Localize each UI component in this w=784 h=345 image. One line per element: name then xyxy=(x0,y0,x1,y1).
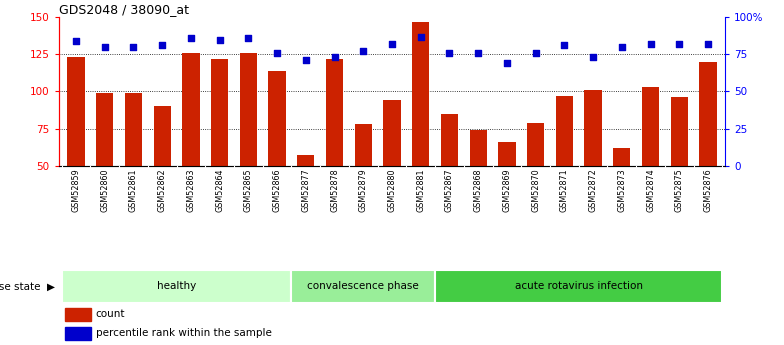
Text: GSM52869: GSM52869 xyxy=(503,169,511,212)
Bar xyxy=(435,270,722,303)
Bar xyxy=(240,53,257,240)
Point xyxy=(185,35,198,41)
Bar xyxy=(383,100,401,240)
Point xyxy=(443,50,456,56)
Bar xyxy=(441,114,458,240)
Text: GSM52870: GSM52870 xyxy=(531,169,540,212)
Point xyxy=(501,60,514,66)
Bar xyxy=(183,53,200,240)
Text: GSM52860: GSM52860 xyxy=(100,169,109,212)
Bar xyxy=(613,148,630,240)
Text: GSM52879: GSM52879 xyxy=(359,169,368,213)
Point xyxy=(644,41,657,47)
Text: GSM52867: GSM52867 xyxy=(445,169,454,212)
Text: GSM52880: GSM52880 xyxy=(387,169,397,212)
Bar xyxy=(67,57,85,240)
Bar xyxy=(642,87,659,240)
Point xyxy=(558,43,571,48)
Text: GSM52865: GSM52865 xyxy=(244,169,253,212)
Text: GSM52871: GSM52871 xyxy=(560,169,569,212)
Point xyxy=(270,50,283,56)
Bar xyxy=(354,124,372,240)
Point xyxy=(615,44,628,50)
Point xyxy=(70,38,82,44)
Text: count: count xyxy=(96,309,125,319)
Text: GDS2048 / 38090_at: GDS2048 / 38090_at xyxy=(59,3,189,16)
Bar xyxy=(268,71,285,240)
Point xyxy=(328,55,341,60)
Text: GSM52868: GSM52868 xyxy=(474,169,483,212)
Text: GSM52878: GSM52878 xyxy=(330,169,339,212)
Bar xyxy=(211,59,228,240)
Bar xyxy=(62,270,292,303)
Point xyxy=(213,37,226,42)
Text: GSM52874: GSM52874 xyxy=(646,169,655,212)
Point xyxy=(702,41,714,47)
Point xyxy=(673,41,685,47)
Point xyxy=(127,44,140,50)
Text: healthy: healthy xyxy=(157,282,196,291)
Bar xyxy=(527,122,544,240)
Bar xyxy=(65,327,91,340)
Bar xyxy=(154,106,171,240)
Bar xyxy=(556,96,573,240)
Text: GSM52866: GSM52866 xyxy=(273,169,281,212)
Bar xyxy=(699,62,717,240)
Text: GSM52881: GSM52881 xyxy=(416,169,425,212)
Text: GSM52862: GSM52862 xyxy=(158,169,167,212)
Point xyxy=(357,49,369,54)
Point xyxy=(586,55,599,60)
Text: percentile rank within the sample: percentile rank within the sample xyxy=(96,328,272,338)
Point xyxy=(415,34,427,39)
Text: GSM52875: GSM52875 xyxy=(675,169,684,213)
Bar xyxy=(297,155,314,240)
Bar xyxy=(292,270,435,303)
Point xyxy=(529,50,542,56)
Bar xyxy=(125,93,142,240)
Text: GSM52872: GSM52872 xyxy=(589,169,597,213)
Bar xyxy=(584,90,601,240)
Text: GSM52876: GSM52876 xyxy=(703,169,713,212)
Text: convalescence phase: convalescence phase xyxy=(307,282,419,291)
Point xyxy=(242,35,255,41)
Bar xyxy=(470,130,487,240)
Text: GSM52861: GSM52861 xyxy=(129,169,138,212)
Bar xyxy=(499,142,516,240)
Point xyxy=(156,43,169,48)
Text: acute rotavirus infection: acute rotavirus infection xyxy=(515,282,643,291)
Text: disease state  ▶: disease state ▶ xyxy=(0,282,55,291)
Point xyxy=(472,50,485,56)
Text: GSM52859: GSM52859 xyxy=(71,169,81,213)
Bar xyxy=(326,59,343,240)
Point xyxy=(99,44,111,50)
Bar xyxy=(65,308,91,321)
Bar xyxy=(670,97,688,240)
Point xyxy=(386,41,398,47)
Point xyxy=(299,58,312,63)
Text: GSM52873: GSM52873 xyxy=(617,169,626,212)
Text: GSM52863: GSM52863 xyxy=(187,169,195,212)
Text: GSM52864: GSM52864 xyxy=(215,169,224,212)
Bar xyxy=(412,22,430,240)
Bar xyxy=(96,93,114,240)
Text: GSM52877: GSM52877 xyxy=(301,169,310,213)
